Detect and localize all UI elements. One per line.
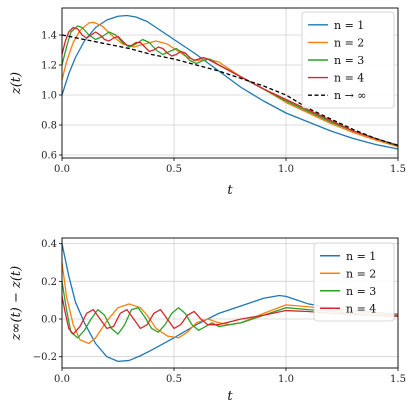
series-line-3 (62, 25, 398, 147)
series-line-3 (62, 281, 398, 339)
y-tick-label: 0.4 (41, 239, 57, 250)
x-axis-label: t (227, 389, 233, 404)
x-tick-label: 0.5 (166, 374, 182, 385)
chart-1: 0.0 0.5 1.0 1.50.60.81.01.21.4tz(t)n = 1n =… (9, 7, 406, 198)
y-tick-label: −0.2 (33, 352, 57, 363)
series-line-2 (62, 262, 398, 345)
y-tick-label: 0.8 (41, 121, 57, 132)
plot-frame (61, 237, 399, 369)
x-tick-label: 0.5 (166, 164, 182, 175)
series-line-4 (62, 26, 398, 146)
legend-label-5: n → ∞ (334, 89, 366, 102)
y-tick-label: 0.6 (41, 151, 57, 162)
y-tick-label: 1.0 (41, 91, 57, 102)
series-line-4 (62, 296, 398, 335)
plot-frame (61, 7, 399, 159)
x-tick-label: 1.0 (278, 164, 294, 175)
legend-box (301, 11, 395, 109)
x-tick-label: 1.5 (390, 164, 406, 175)
legend-label-4: n = 4 (334, 72, 364, 85)
legend-label-1: n = 1 (346, 250, 376, 263)
y-axis-label: z(t) (9, 72, 24, 95)
legend-label-4: n = 4 (346, 302, 376, 315)
chart-2: 0.0 0.5 1.0 1.5 −0.2 0.0 0.2 0.4 t z∞(t) − z(t) n … (9, 237, 406, 404)
x-tick-label: 1.5 (390, 374, 406, 385)
legend: n = 1 n = 2 n = 3 n = 4 n → ∞ (301, 11, 395, 109)
legend-label-3: n = 3 (334, 54, 364, 67)
series-line-5 (62, 34, 398, 146)
legend-label-2: n = 2 (346, 267, 376, 280)
y-tick-label: 1.4 (41, 31, 57, 42)
legend: n = 1 n = 2 n = 3 n = 4 (313, 242, 395, 322)
legend-label-3: n = 3 (346, 285, 376, 298)
legend-label-1: n = 1 (334, 19, 364, 32)
x-axis-label: t (227, 183, 233, 198)
y-tick-label: 0.2 (41, 277, 57, 288)
series-line-1 (62, 14, 398, 150)
legend-box (313, 242, 395, 322)
y-tick-label: 0.0 (41, 315, 57, 326)
legend-label-2: n = 2 (334, 36, 364, 49)
y-tick-label: 1.2 (41, 61, 57, 72)
x-tick-label: 1.0 (278, 374, 294, 385)
y-axis-label: z∞(t) − z(t) (9, 266, 24, 341)
x-tick-label: 0.0 (54, 164, 70, 175)
series-line-2 (62, 21, 398, 148)
x-tick-label: 0.0 (54, 374, 70, 385)
